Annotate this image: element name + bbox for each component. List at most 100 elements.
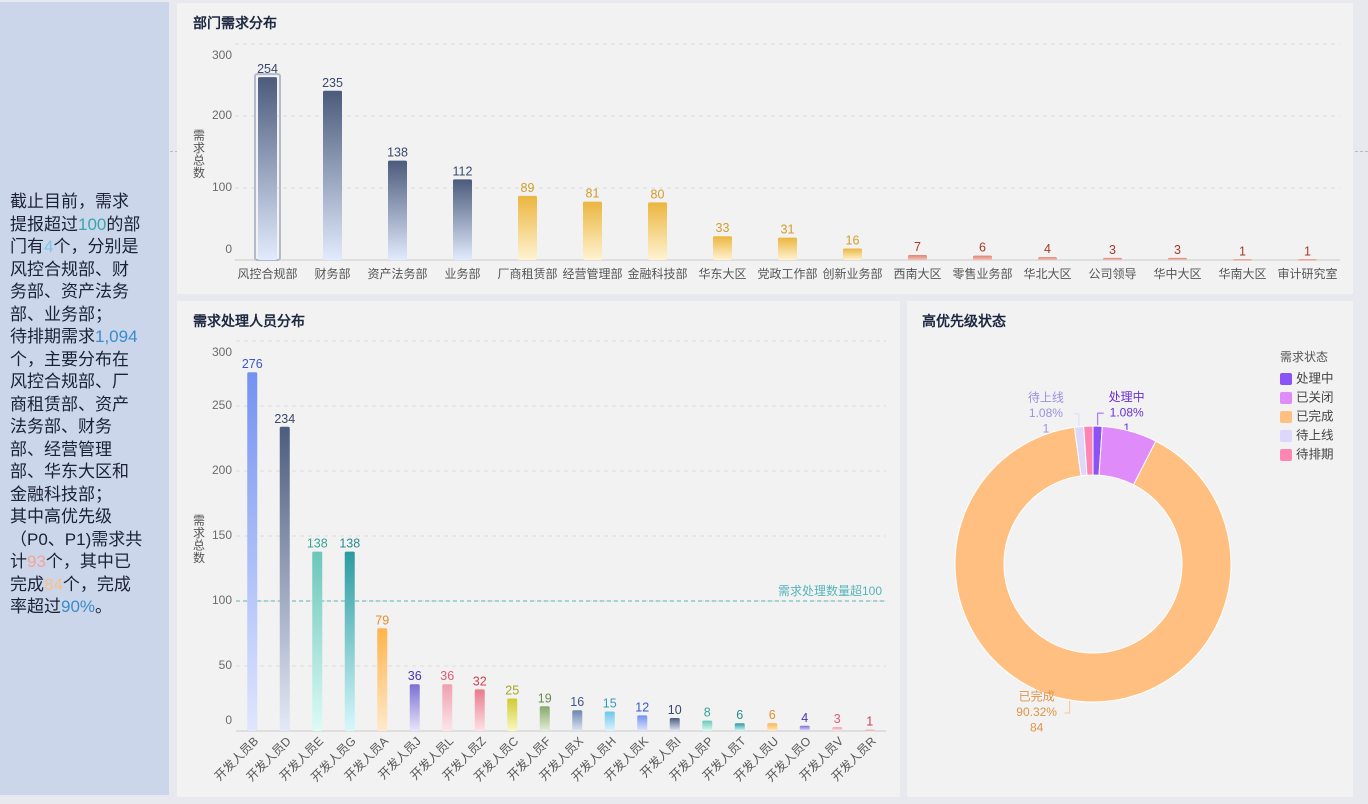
bar[interactable] — [1103, 257, 1122, 260]
legend-item[interactable]: 已完成 — [1280, 408, 1334, 423]
summary-segment: 部、华东大区和 — [10, 462, 129, 481]
bar[interactable] — [637, 715, 648, 731]
x-tick-label: 风控合规部 — [237, 266, 297, 281]
legend-swatch — [1280, 392, 1292, 404]
data-label: 81 — [586, 187, 600, 201]
bar[interactable] — [312, 551, 323, 731]
legend-item[interactable]: 待上线 — [1280, 428, 1334, 442]
bar[interactable] — [583, 201, 602, 260]
bar[interactable] — [388, 160, 407, 260]
x-tick-label: 业务部 — [444, 266, 480, 281]
bar[interactable] — [1038, 257, 1057, 260]
bar[interactable] — [323, 90, 342, 260]
legend-label: 待上线 — [1296, 428, 1334, 442]
summary-line: 完成84个，完成 — [10, 574, 142, 597]
panel-title: 需求处理人员分布 — [193, 313, 305, 329]
bar[interactable] — [572, 710, 583, 731]
data-label: 31 — [781, 223, 795, 237]
data-label: 138 — [339, 537, 360, 551]
bar[interactable] — [734, 723, 745, 731]
summary-line: （P0、P1)需求共 — [10, 529, 142, 552]
summary-line: 门有4个，分别是 — [10, 236, 142, 259]
handler-distribution-chart: 050100150200250300需求处理数量超100需求总数276开发人员B… — [193, 340, 886, 784]
legend-swatch — [1280, 411, 1292, 423]
summary-segment: 部、业务部； — [10, 304, 112, 324]
bar[interactable] — [1168, 257, 1187, 260]
data-label: 19 — [538, 691, 552, 705]
pie-label-value: 1 — [1123, 421, 1130, 435]
bar[interactable] — [713, 236, 732, 260]
bar[interactable] — [1298, 259, 1317, 261]
summary-line: 部、经营管理 — [10, 439, 142, 462]
department-demand-panel: 0 100 200 300 需求总数 254 风控合规部 235 财务部 138 资产法务部 112 业… — [177, 3, 1353, 294]
bar[interactable] — [973, 255, 992, 260]
summary-line: 个，主要分布在 — [10, 349, 142, 372]
legend-swatch — [1280, 449, 1292, 461]
bar[interactable] — [648, 202, 667, 260]
priority-status-chart: 处理中1.08%1已完成90.32%84待上线1.08%1需求状态处理中已关闭已… — [954, 350, 1334, 735]
data-label: 276 — [242, 357, 263, 371]
bar[interactable] — [258, 77, 277, 261]
legend-item[interactable]: 处理中 — [1280, 370, 1334, 385]
legend-item[interactable]: 待排期 — [1280, 447, 1334, 461]
bar[interactable] — [864, 729, 875, 732]
bar[interactable] — [832, 727, 843, 731]
pie-slice[interactable] — [954, 426, 1232, 703]
summary-line: 其中高优先级 — [10, 506, 142, 529]
summary-segment: 的部 — [106, 214, 141, 234]
bar[interactable] — [908, 254, 927, 260]
bar[interactable] — [518, 195, 537, 260]
y-tick-label: 0 — [225, 242, 232, 256]
bar[interactable] — [843, 248, 862, 260]
summary-text: 截止目前，需求 提报超过100的部 门有4个，分别是 风控合规部、财 务部、资产法务 部、… — [10, 191, 142, 619]
summary-segment: 部、经营管理 — [10, 439, 112, 459]
bar[interactable] — [453, 179, 472, 260]
summary-highlight: 84 — [44, 574, 63, 594]
summary-highlight: 100 — [78, 214, 107, 234]
bar[interactable] — [474, 689, 485, 731]
legend-swatch — [1280, 373, 1292, 385]
bar[interactable] — [1233, 259, 1252, 261]
bar[interactable] — [669, 718, 680, 731]
bar[interactable] — [767, 723, 778, 731]
data-label: 10 — [668, 703, 682, 717]
data-label: 79 — [375, 613, 389, 627]
y-tick-label: 300 — [212, 48, 232, 62]
legend-label: 处理中 — [1296, 370, 1334, 385]
pie-slice[interactable] — [1083, 425, 1094, 476]
y-tick-label: 250 — [212, 398, 232, 412]
bar[interactable] — [604, 711, 615, 732]
summary-line: 计93个，其中已 — [10, 551, 142, 574]
summary-highlight: 1,094 — [95, 327, 138, 346]
bar[interactable] — [279, 426, 290, 731]
y-axis-title: 需求总数 — [193, 513, 205, 565]
pie-label-name: 已完成 — [1019, 689, 1055, 704]
bar[interactable] — [539, 706, 550, 731]
bar[interactable] — [778, 237, 797, 260]
data-label: 4 — [1044, 242, 1051, 256]
bar[interactable] — [377, 628, 388, 731]
bar[interactable] — [247, 372, 258, 731]
bar[interactable] — [409, 684, 420, 731]
summary-segment: 个，完成 — [62, 574, 131, 594]
x-tick-label: 华北大区 — [1023, 267, 1071, 281]
legend-swatch — [1280, 430, 1292, 442]
bar[interactable] — [344, 551, 355, 731]
bar[interactable] — [799, 725, 810, 731]
bar[interactable] — [507, 698, 518, 732]
x-tick-label: 华南大区 — [1218, 266, 1266, 281]
y-tick-label: 150 — [212, 528, 232, 542]
data-label: 3 — [1174, 243, 1181, 257]
legend-label: 已完成 — [1296, 408, 1334, 423]
pie-label-leader — [1064, 701, 1071, 714]
data-label: 33 — [716, 221, 730, 235]
bar[interactable] — [702, 720, 713, 731]
x-tick-label: 审计研究室 — [1277, 266, 1337, 281]
summary-segment: 计 — [10, 552, 27, 571]
y-tick-label: 50 — [219, 658, 233, 672]
legend-item[interactable]: 已关闭 — [1280, 390, 1334, 404]
data-label: 8 — [704, 706, 711, 720]
bar[interactable] — [442, 684, 453, 731]
summary-line: 商租赁部、资产 — [10, 394, 142, 417]
